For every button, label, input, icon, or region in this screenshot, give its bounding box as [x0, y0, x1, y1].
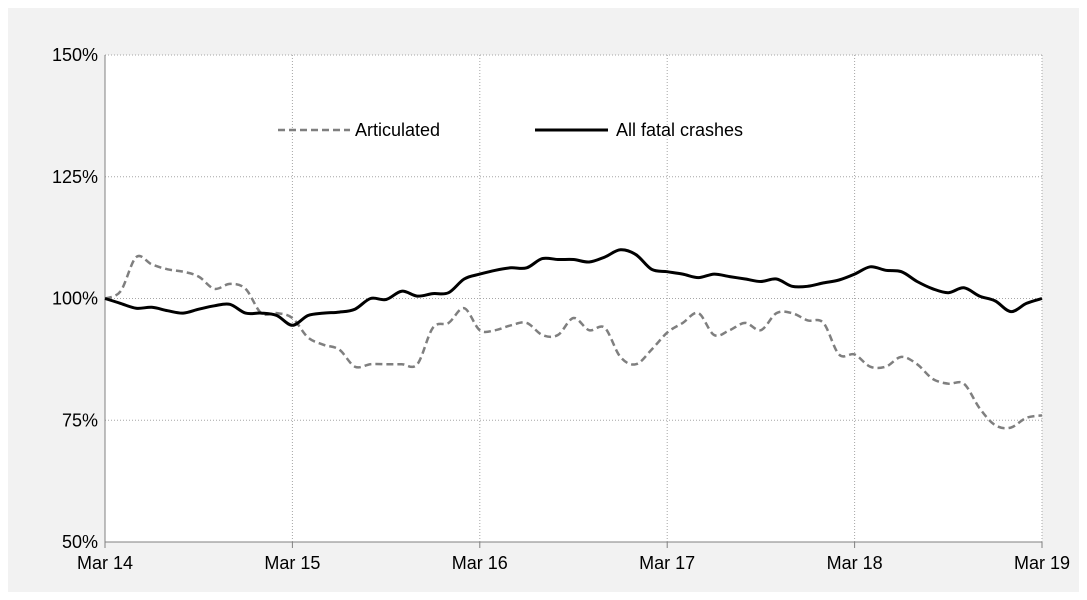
grid [105, 54, 1043, 542]
y-tick-label: 100% [52, 289, 98, 309]
line-chart: Articulated All fatal crashes 50% 75% 100% 1… [52, 45, 1070, 573]
x-tick-label: Mar 15 [264, 553, 320, 573]
x-tick-label: Mar 16 [452, 553, 508, 573]
tick-labels: 50% 75% 100% 125% 150% Mar 14 Mar 15 Mar 16 Mar … [52, 45, 1070, 573]
legend-label-articulated: Articulated [355, 120, 440, 140]
y-tick-label: 150% [52, 45, 98, 65]
series-lines [104, 248, 1043, 430]
x-tick-label: Mar 19 [1014, 553, 1070, 573]
series-line-all-fatal-crashes [104, 248, 1043, 327]
chart-area: Articulated All fatal crashes 50% 75% 100% 1… [8, 8, 1079, 592]
axes [104, 55, 1043, 548]
y-tick-label: 125% [52, 167, 98, 187]
legend-label-all-fatal-crashes: All fatal crashes [616, 120, 743, 140]
y-tick-label: 50% [62, 532, 98, 552]
x-tick-label: Mar 18 [827, 553, 883, 573]
x-tick-label: Mar 14 [77, 553, 133, 573]
legend: Articulated All fatal crashes [278, 120, 743, 140]
x-tick-label: Mar 17 [639, 553, 695, 573]
y-tick-label: 75% [62, 410, 98, 430]
